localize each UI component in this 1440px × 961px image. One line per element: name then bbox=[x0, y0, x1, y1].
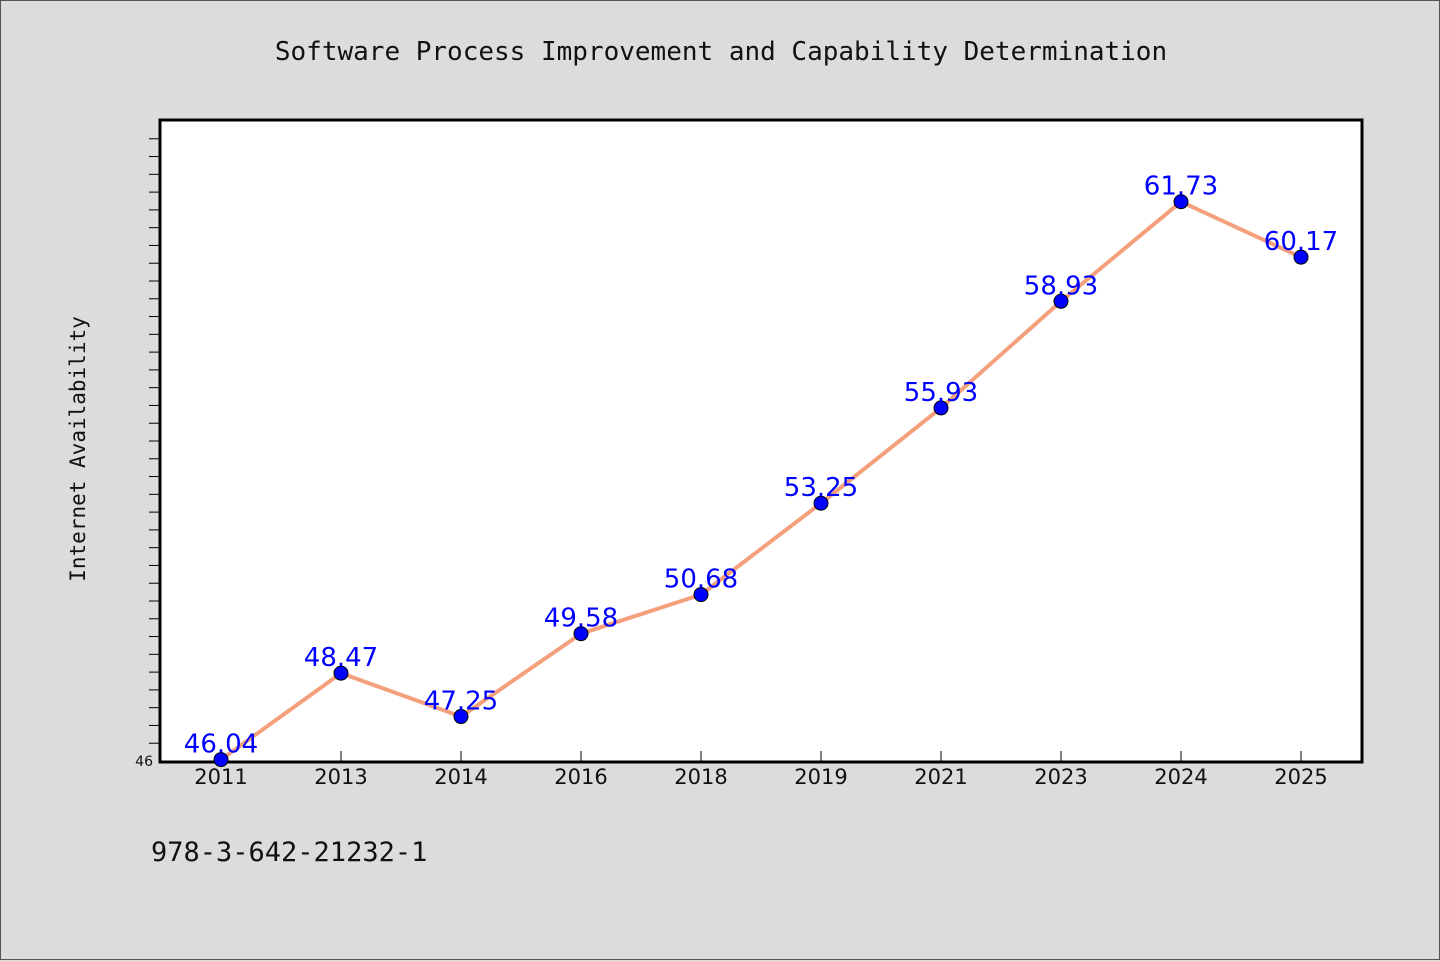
x-tick-label: 2023 bbox=[1034, 765, 1087, 789]
data-labels: 46.04 48.47 47.25 49.58 50.68 53.25 55.93 58.93… bbox=[184, 172, 1338, 760]
data-markers bbox=[213, 194, 1309, 768]
data-point bbox=[813, 495, 829, 511]
y-axis-ticks: 46 bbox=[135, 138, 161, 770]
series-line-group bbox=[219, 199, 1302, 762]
x-tick-label: 2011 bbox=[194, 765, 247, 789]
data-point bbox=[693, 587, 709, 603]
data-point bbox=[453, 709, 469, 725]
x-tick-label: 2018 bbox=[674, 765, 727, 789]
x-tick-label: 2025 bbox=[1274, 765, 1327, 789]
x-tick-label: 2019 bbox=[794, 765, 847, 789]
data-label: 55.93 bbox=[904, 378, 978, 408]
x-tick-label: 2024 bbox=[1154, 765, 1207, 789]
x-tick-label: 2014 bbox=[434, 765, 487, 789]
data-label: 47.25 bbox=[424, 687, 498, 717]
data-point bbox=[1173, 194, 1189, 210]
x-tick-label: 2013 bbox=[314, 765, 367, 789]
data-label: 46.04 bbox=[184, 730, 258, 760]
x-tick-label: 2021 bbox=[914, 765, 967, 789]
data-label: 60.17 bbox=[1264, 227, 1338, 257]
x-axis-ticks: 2011 2013 2014 2016 2018 2019 2021 2023 2024 2025 bbox=[194, 751, 1328, 789]
data-label: 61.73 bbox=[1144, 172, 1218, 202]
data-label: 53.25 bbox=[784, 473, 858, 503]
series-line bbox=[219, 199, 1302, 762]
plot-area bbox=[158, 118, 1364, 764]
data-label: 50.68 bbox=[664, 565, 738, 595]
data-point bbox=[213, 752, 229, 768]
isbn-footnote: 978-3-642-21232-1 bbox=[151, 837, 428, 868]
data-point bbox=[333, 665, 349, 681]
x-tick-label: 2016 bbox=[554, 765, 607, 789]
data-label: 58.93 bbox=[1024, 271, 1098, 301]
chart-title: Software Process Improvement and Capabil… bbox=[274, 37, 1168, 67]
data-point bbox=[1293, 249, 1309, 265]
data-point bbox=[1053, 293, 1069, 309]
data-label: 49.58 bbox=[544, 604, 618, 634]
y-tick-label: 46 bbox=[135, 754, 153, 770]
data-point bbox=[573, 626, 589, 642]
data-label: 48.47 bbox=[304, 643, 378, 673]
data-point bbox=[933, 400, 949, 416]
